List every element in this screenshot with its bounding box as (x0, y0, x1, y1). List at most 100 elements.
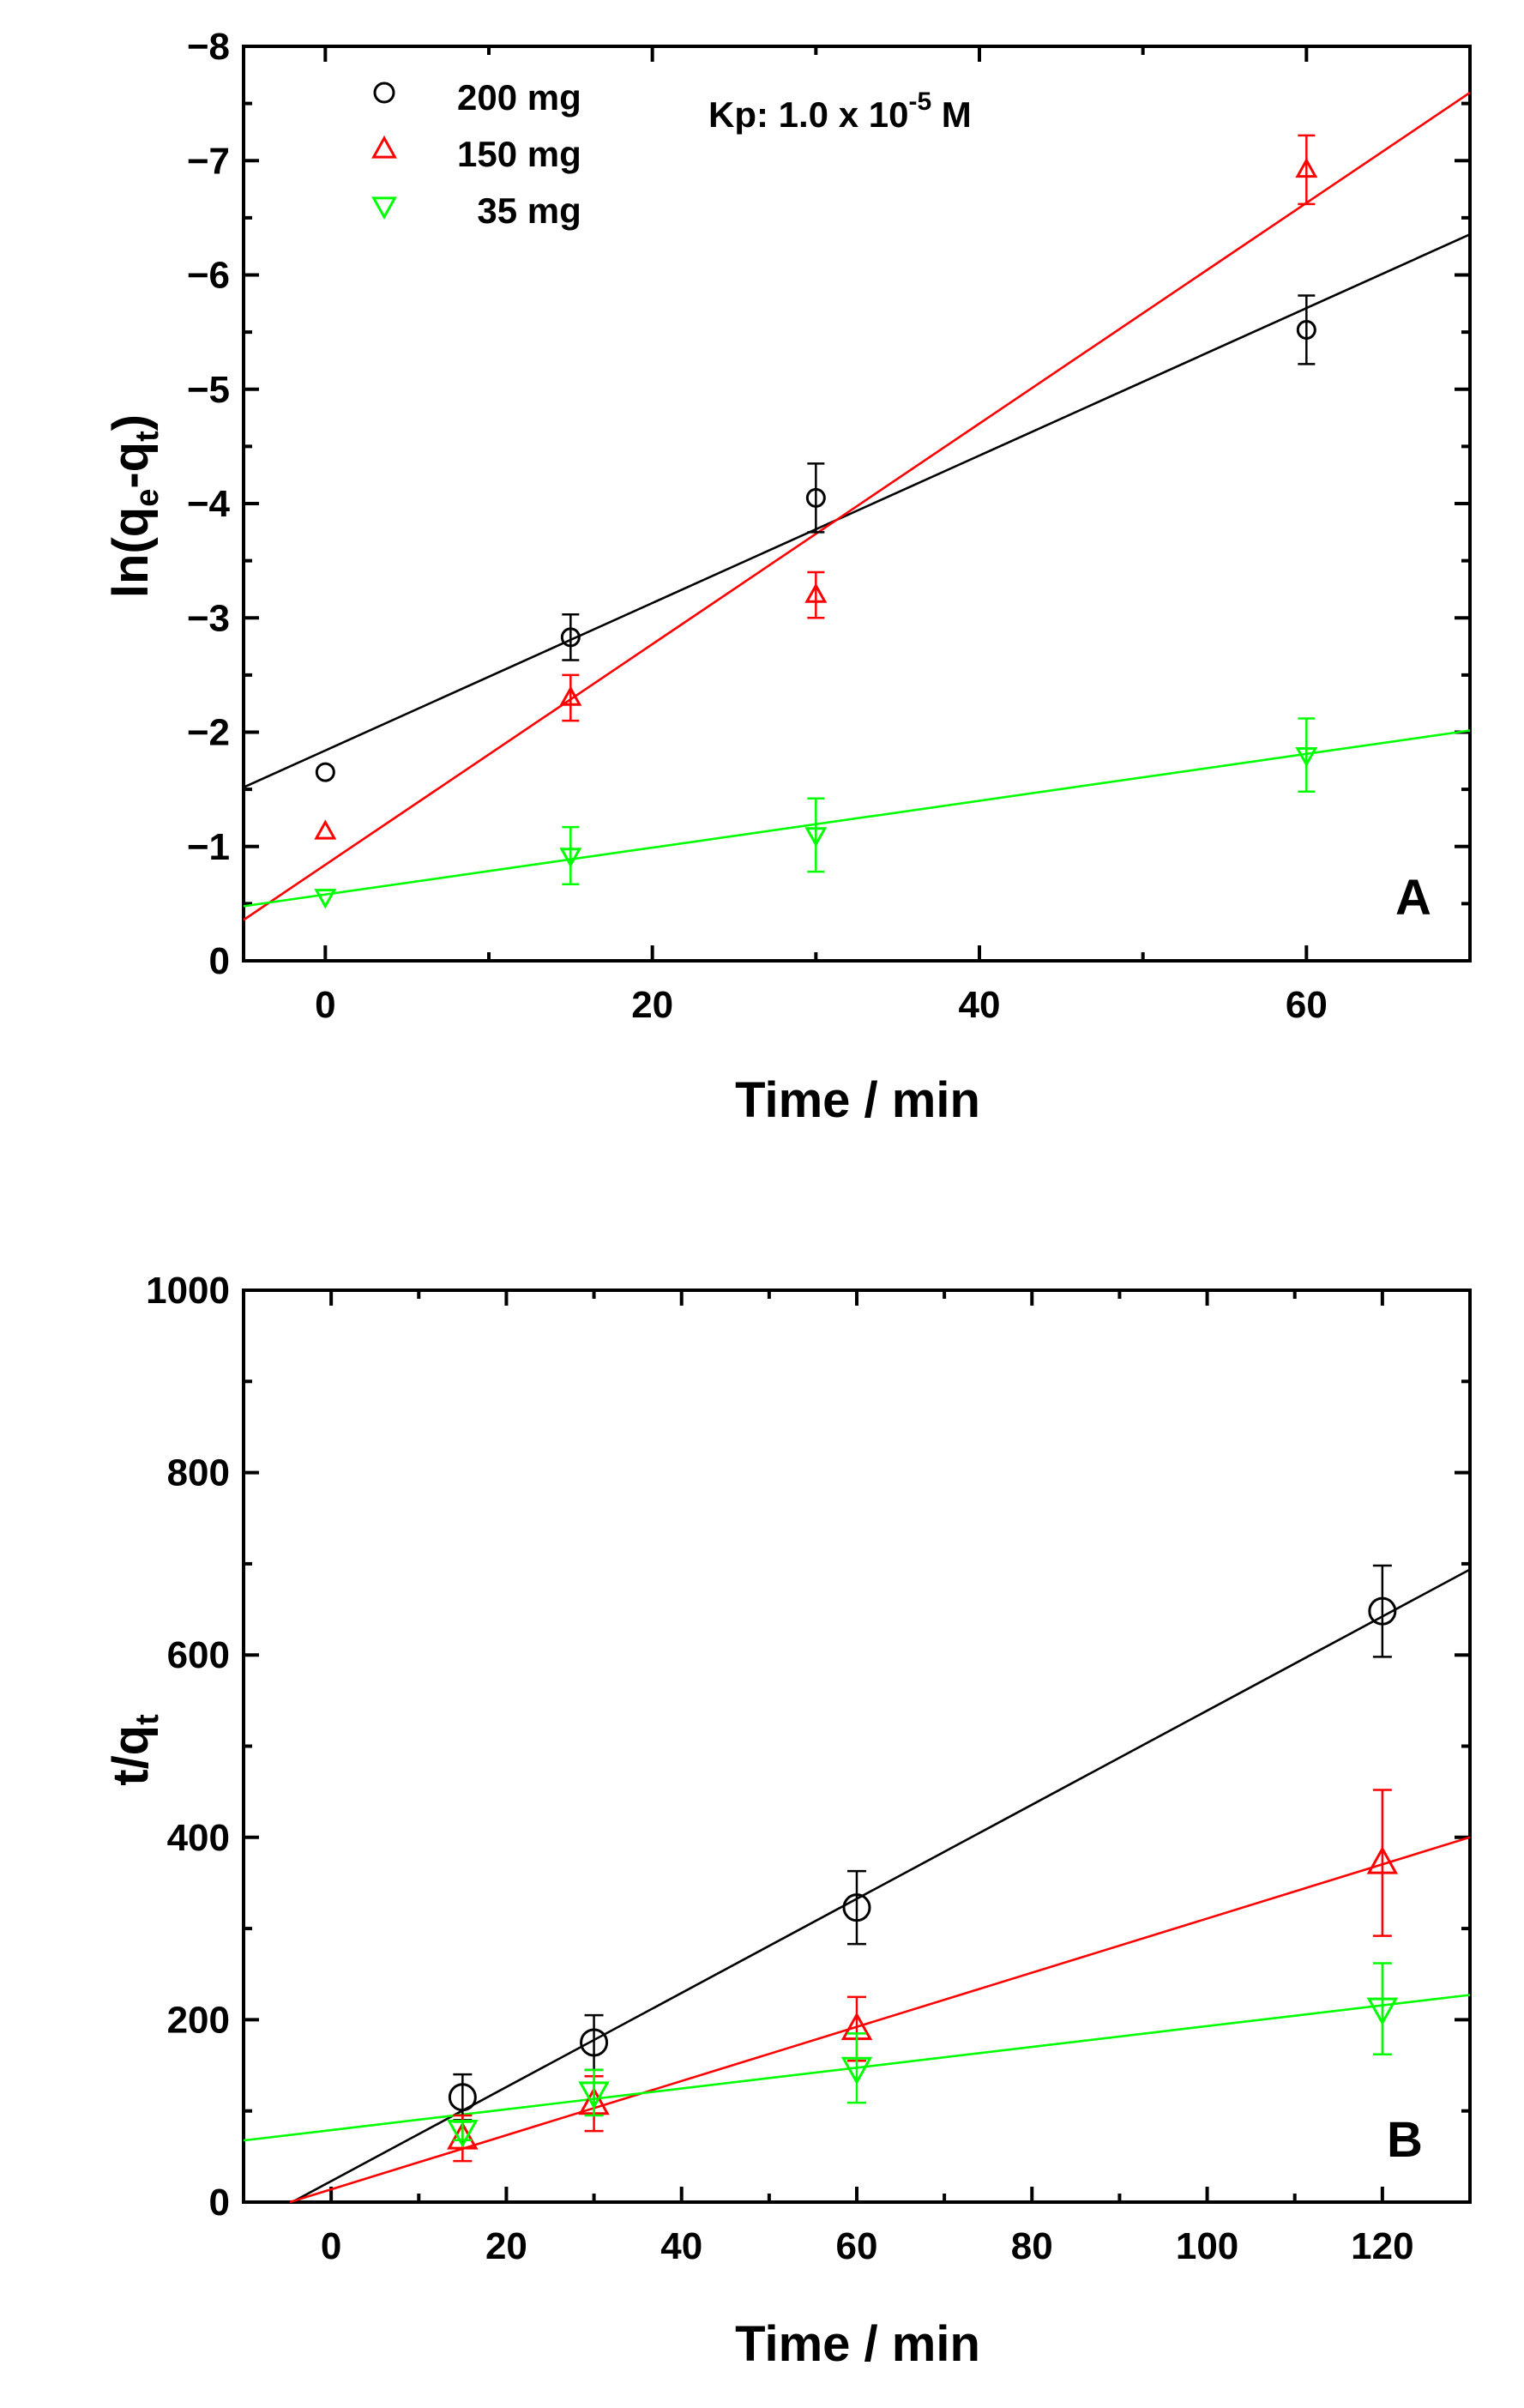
panel-a-ticks (244, 45, 1472, 963)
legend-marker-150mg (371, 135, 397, 159)
error-bar-35mg (807, 797, 825, 873)
error-bar-150mg (807, 570, 825, 619)
error-bar-200mg (847, 1869, 866, 1946)
fit-line-200mg (291, 1568, 1471, 2204)
fit-line-35mg (243, 729, 1471, 908)
y-title-a-sub2: t (130, 431, 166, 442)
data-point-35mg (1295, 746, 1318, 768)
fit-line-150mg (243, 91, 1471, 921)
y-tick-label: −4 (187, 483, 231, 525)
data-point-35mg (1366, 1997, 1399, 2026)
x-tick-label: 40 (959, 984, 1001, 1026)
y-title-a-close: ) (103, 414, 159, 431)
data-point-200mg (580, 2028, 609, 2057)
legend: 200 mg 150 mg 35 mg (371, 77, 581, 231)
legend-label-200mg: 200 mg (457, 77, 581, 118)
error-bar-200mg (562, 613, 580, 661)
kp-annotation: Kp: 1.0 x 10-5 M (708, 88, 972, 135)
data-point-200mg (1368, 1596, 1397, 1626)
error-bar-200mg (1372, 1564, 1392, 1658)
data-point-35mg (840, 2056, 873, 2085)
data-point-200mg (448, 2083, 477, 2112)
data-point-35mg (559, 848, 582, 868)
data-point-150mg (559, 685, 582, 706)
x-tick-label: 60 (1286, 984, 1328, 1026)
x-tick-label: 0 (321, 2225, 341, 2267)
legend-markers (371, 81, 397, 220)
x-tick-label: 20 (631, 984, 673, 1026)
panel-a-points (314, 134, 1318, 909)
y-tick-label: −8 (187, 26, 230, 68)
panel-label-b: B (1387, 2112, 1423, 2168)
panel-a: 0 20 40 60 0 −1 −2 −3 −4 −5 −6 −7 −8 200 mg 150 mg 3… (103, 26, 1472, 1128)
y-tick-label: −2 (187, 712, 230, 754)
fit-line-150mg (289, 1836, 1471, 2204)
y-tick-label: −7 (187, 140, 230, 182)
y-tick-label: 0 (209, 940, 230, 982)
data-point-35mg (804, 827, 828, 848)
error-bar-150mg (562, 673, 580, 722)
legend-marker-200mg (373, 81, 395, 104)
error-bar-200mg (807, 462, 825, 534)
kp-annotation-exponent: -5 (908, 88, 931, 116)
error-bar-35mg (847, 2032, 866, 2104)
x-axis-title-a: Time / min (735, 1072, 980, 1128)
x-tick-label: 40 (660, 2225, 702, 2267)
y-tick-label: 200 (167, 1999, 230, 2041)
legend-label-35mg: 35 mg (457, 190, 581, 231)
y-tick-label: 400 (167, 1817, 230, 1859)
data-point-200mg (1296, 319, 1316, 340)
error-bar-150mg (1372, 1789, 1392, 1937)
panel-b-ticks (242, 1288, 1472, 2204)
kp-annotation-unit: M (931, 94, 972, 135)
error-bar-35mg (1298, 717, 1316, 794)
panel-b-points (447, 1564, 1399, 2163)
fit-line-200mg (243, 233, 1471, 788)
data-point-150mg (1295, 157, 1318, 178)
y-tick-label: −1 (187, 826, 230, 868)
data-point-200mg (315, 762, 335, 782)
data-point-150mg (804, 582, 828, 603)
y-tick-label: 0 (209, 2182, 230, 2224)
y-tick-label: −3 (187, 597, 230, 639)
y-axis-title-a: ln(qe-qt) (103, 414, 166, 598)
data-point-150mg (314, 819, 337, 840)
data-point-35mg (578, 2081, 610, 2110)
panel-a-frame (242, 45, 1472, 963)
x-tick-label: 80 (1011, 2225, 1053, 2267)
y-title-a-mid: -q (103, 442, 159, 489)
error-bar-150mg (1298, 134, 1316, 206)
y-tick-label: −6 (187, 255, 230, 297)
x-axis-title-b: Time / min (735, 2316, 980, 2372)
data-point-150mg (447, 2121, 479, 2150)
panel-a-tick-labels: 0 20 40 60 0 −1 −2 −3 −4 −5 −6 −7 −8 (187, 26, 1328, 1026)
data-point-35mg (314, 889, 337, 909)
legend-marker-35mg (371, 196, 397, 220)
y-tick-label: 1000 (146, 1270, 230, 1312)
data-point-35mg (447, 2120, 479, 2148)
data-point-200mg (560, 627, 581, 648)
error-bar-35mg (562, 825, 580, 885)
x-tick-label: 100 (1176, 2225, 1238, 2267)
y-title-a-sub1: e (130, 489, 166, 507)
panel-b: 0 20 40 60 80 100 120 0 200 400 600 800 1000 B Time … (103, 1270, 1472, 2372)
panel-label-a: A (1395, 870, 1431, 926)
y-tick-label: 800 (167, 1452, 230, 1494)
error-bar-35mg (1372, 1962, 1392, 2056)
y-tick-label: −5 (187, 369, 230, 411)
x-tick-label: 120 (1351, 2225, 1413, 2267)
y-title-a-main: ln(q (103, 507, 159, 598)
panel-b-tick-labels: 0 20 40 60 80 100 120 0 200 400 600 800 1000 (146, 1270, 1413, 2267)
legend-label-150mg: 150 mg (457, 134, 581, 174)
kp-annotation-main: Kp: 1.0 x 10 (708, 94, 908, 135)
data-point-200mg (842, 1893, 871, 1922)
y-title-b-main: t/q (103, 1725, 159, 1786)
data-point-200mg (805, 487, 826, 508)
error-bar-200mg (1298, 294, 1316, 365)
y-title-b-sub: t (130, 1714, 166, 1725)
y-tick-label: 600 (167, 1634, 230, 1676)
x-tick-label: 0 (315, 984, 335, 1026)
y-axis-title-b: t/qt (103, 1714, 166, 1786)
data-point-150mg (1366, 1845, 1399, 1874)
